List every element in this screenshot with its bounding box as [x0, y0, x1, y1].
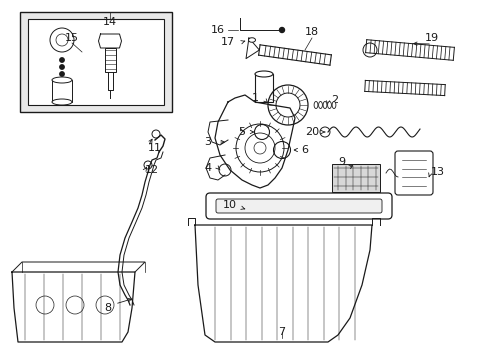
Text: 20: 20: [305, 127, 318, 137]
Text: 14: 14: [103, 17, 117, 27]
Circle shape: [279, 27, 284, 32]
Text: 1: 1: [251, 93, 258, 103]
Text: 5: 5: [238, 127, 245, 137]
Bar: [20, 12, 172, 112]
FancyBboxPatch shape: [394, 151, 432, 195]
Text: 17: 17: [221, 37, 235, 47]
Text: 19: 19: [424, 33, 438, 43]
Text: 3: 3: [204, 137, 211, 147]
Bar: [104, 48, 115, 72]
Polygon shape: [12, 272, 135, 342]
Bar: [28, 19, 163, 105]
Bar: [331, 164, 379, 192]
FancyBboxPatch shape: [205, 193, 391, 219]
Ellipse shape: [254, 71, 272, 77]
Ellipse shape: [313, 102, 317, 108]
FancyBboxPatch shape: [216, 199, 381, 213]
Text: 12: 12: [144, 165, 159, 175]
Text: 6: 6: [301, 145, 308, 155]
Text: 2: 2: [331, 95, 338, 105]
Bar: [52, 80, 72, 102]
Circle shape: [60, 72, 64, 76]
Text: 9: 9: [338, 157, 345, 167]
Ellipse shape: [331, 102, 335, 108]
Ellipse shape: [52, 99, 72, 105]
Ellipse shape: [248, 38, 255, 42]
Text: 11: 11: [148, 143, 162, 153]
Ellipse shape: [323, 102, 326, 108]
Text: 7: 7: [278, 327, 285, 337]
Text: 8: 8: [104, 303, 111, 313]
Circle shape: [60, 58, 64, 62]
Text: 18: 18: [305, 27, 318, 37]
Ellipse shape: [327, 102, 331, 108]
Bar: [254, 74, 272, 102]
Text: 16: 16: [210, 25, 224, 35]
Ellipse shape: [318, 102, 322, 108]
Text: 15: 15: [65, 33, 79, 43]
Polygon shape: [195, 225, 371, 342]
Text: 10: 10: [223, 200, 237, 210]
Text: 13: 13: [430, 167, 444, 177]
Ellipse shape: [52, 77, 72, 83]
Circle shape: [60, 65, 64, 69]
Text: 4: 4: [204, 163, 211, 173]
